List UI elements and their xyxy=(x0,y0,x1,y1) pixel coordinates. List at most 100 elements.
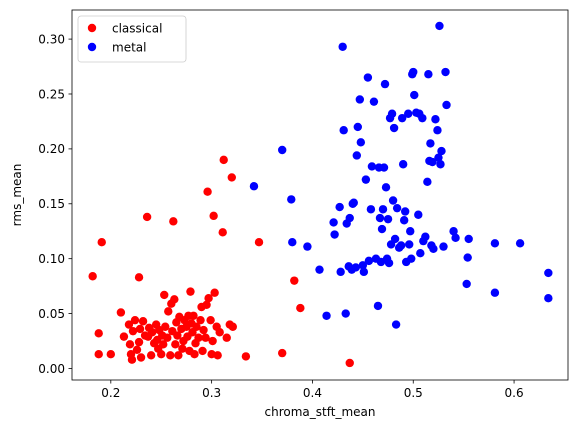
point-metal-31 xyxy=(367,162,377,171)
x-axis-ticks: 0.2 0.3 0.4 0.5 0.6 xyxy=(101,380,524,400)
point-metal-2 xyxy=(287,195,296,204)
point-metal-19 xyxy=(349,198,358,207)
point-classical-71 xyxy=(206,315,215,325)
point-classical-83 xyxy=(227,173,236,182)
point-metal-28 xyxy=(363,73,373,82)
point-classical-74 xyxy=(209,211,218,221)
point-metal-98 xyxy=(515,239,525,248)
point-classical-70 xyxy=(204,294,213,303)
point-classical-12 xyxy=(130,315,140,325)
point-classical-14 xyxy=(134,273,144,282)
point-metal-34 xyxy=(373,301,383,311)
point-metal-44 xyxy=(383,214,393,224)
point-metal-10 xyxy=(336,267,345,277)
point-metal-87 xyxy=(437,146,446,156)
x-tick-label-0: 0.2 xyxy=(101,386,120,400)
point-metal-29 xyxy=(364,256,374,266)
point-metal-61 xyxy=(404,109,413,118)
point-classical-3 xyxy=(94,350,103,359)
point-metal-96 xyxy=(490,239,500,248)
point-classical-78 xyxy=(215,328,224,337)
point-metal-71 xyxy=(416,248,425,258)
point-metal-48 xyxy=(387,109,397,118)
points-layer xyxy=(88,21,553,368)
point-metal-92 xyxy=(451,233,460,243)
point-metal-13 xyxy=(341,309,350,318)
point-metal-63 xyxy=(406,227,415,236)
point-metal-0 xyxy=(249,182,259,191)
point-metal-64 xyxy=(407,254,416,263)
point-classical-15 xyxy=(134,337,144,347)
x-tick-label-3: 0.5 xyxy=(404,386,423,400)
point-classical-55 xyxy=(186,287,195,296)
point-metal-67 xyxy=(410,90,419,100)
point-classical-13 xyxy=(132,345,142,355)
point-classical-24 xyxy=(147,328,157,337)
point-classical-85 xyxy=(241,352,251,361)
point-classical-32 xyxy=(159,340,168,349)
point-metal-53 xyxy=(392,203,402,213)
point-classical-18 xyxy=(138,317,148,326)
point-classical-90 xyxy=(345,358,354,368)
point-metal-58 xyxy=(399,216,409,225)
point-classical-67 xyxy=(201,333,210,342)
legend-label-classical: classical xyxy=(112,21,162,35)
point-metal-12 xyxy=(339,126,348,135)
point-metal-3 xyxy=(288,238,297,247)
point-metal-74 xyxy=(421,232,430,241)
point-classical-33 xyxy=(160,290,169,300)
point-metal-5 xyxy=(315,265,324,274)
y-tick-label-0: 0.00 xyxy=(38,362,65,376)
point-metal-16 xyxy=(345,213,354,223)
point-classical-59 xyxy=(190,350,199,359)
point-metal-91 xyxy=(449,227,458,236)
point-classical-80 xyxy=(219,155,228,165)
point-metal-1 xyxy=(278,145,287,155)
point-metal-85 xyxy=(435,21,444,31)
point-metal-40 xyxy=(379,163,389,172)
point-metal-52 xyxy=(391,320,401,329)
y-tick-label-6: 0.30 xyxy=(38,32,65,46)
legend-label-metal: metal xyxy=(112,40,146,54)
point-metal-86 xyxy=(436,160,445,169)
point-classical-35 xyxy=(163,333,172,342)
point-classical-45 xyxy=(174,351,183,360)
point-classical-58 xyxy=(189,311,198,320)
point-metal-56 xyxy=(397,113,407,123)
point-classical-81 xyxy=(222,333,231,342)
point-metal-8 xyxy=(330,230,339,239)
point-classical-79 xyxy=(218,228,227,237)
point-metal-95 xyxy=(464,234,473,244)
point-metal-55 xyxy=(396,241,406,250)
y-axis-ticks: 0.00 0.05 0.10 0.15 0.20 0.25 0.30 xyxy=(38,32,72,376)
point-classical-5 xyxy=(116,308,126,317)
point-classical-88 xyxy=(290,276,299,285)
x-tick-label-1: 0.3 xyxy=(202,386,221,400)
point-metal-38 xyxy=(377,224,387,234)
point-metal-32 xyxy=(369,97,379,106)
point-metal-62 xyxy=(405,240,414,249)
point-metal-30 xyxy=(366,205,376,214)
point-classical-77 xyxy=(213,351,222,360)
point-metal-49 xyxy=(388,196,398,205)
point-metal-100 xyxy=(544,294,553,303)
point-metal-39 xyxy=(378,205,388,214)
point-classical-40 xyxy=(169,217,178,226)
point-metal-22 xyxy=(353,122,362,132)
point-metal-42 xyxy=(381,183,391,192)
point-metal-41 xyxy=(380,79,390,89)
point-metal-21 xyxy=(352,151,361,160)
point-metal-84 xyxy=(434,153,443,162)
point-metal-27 xyxy=(361,175,371,184)
point-classical-37 xyxy=(166,351,175,360)
point-metal-81 xyxy=(429,244,438,253)
point-metal-88 xyxy=(439,242,448,251)
point-metal-4 xyxy=(303,242,312,251)
point-classical-23 xyxy=(146,351,156,360)
y-tick-label-4: 0.20 xyxy=(38,142,65,156)
point-metal-97 xyxy=(490,288,500,297)
point-classical-89 xyxy=(296,303,305,313)
point-metal-75 xyxy=(423,177,432,187)
point-classical-20 xyxy=(142,212,152,222)
